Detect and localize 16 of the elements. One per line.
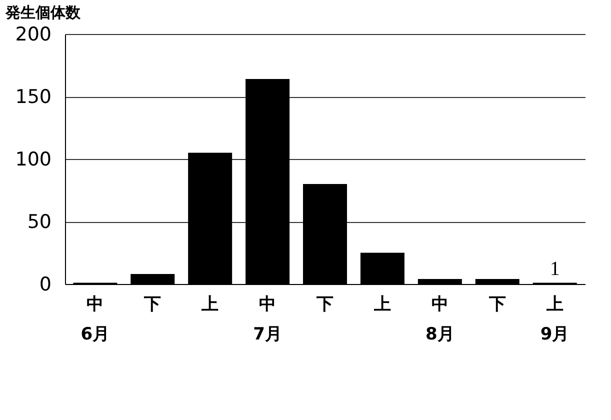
x-tick-label: 上 9月	[540, 294, 570, 344]
x-tick-label: 下	[488, 294, 506, 314]
y-tick-label: 150	[15, 86, 52, 108]
y-axis-title: 発生個体数	[4, 4, 82, 22]
x-tick-label: 中 8月	[425, 294, 454, 344]
x-tick-label: 上	[200, 294, 219, 314]
x-tick-label: 下	[316, 294, 334, 314]
x-tick-label: 中 7月	[253, 294, 282, 344]
y-tick-label: 50	[27, 211, 52, 233]
x-tick-label: 下	[143, 294, 162, 314]
y-tick-label: 100	[15, 148, 52, 170]
data-label: 1	[550, 258, 560, 280]
x-tick-label: 上	[372, 294, 391, 314]
y-tick-label: 200	[15, 24, 52, 46]
y-tick-label: 0	[39, 274, 52, 296]
x-tick-label: 中 6月	[80, 294, 110, 344]
